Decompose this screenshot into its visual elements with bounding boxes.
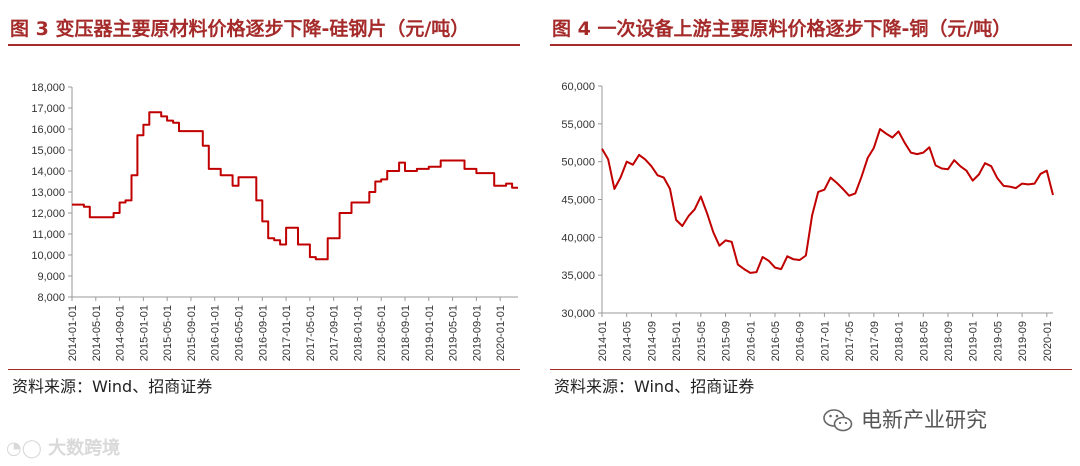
x-tick-label: 2019-09-01 [471,305,483,361]
y-tick-label: 50,000 [561,157,595,169]
y-tick-label: 40,000 [561,232,595,244]
x-tick-label: 2018-01 [894,321,906,361]
x-tick-label: 2020-01-01 [495,305,507,361]
left-title-rule [8,44,520,46]
x-tick-label: 2018-05 [918,321,930,361]
x-tick-label: 2019-09 [1017,321,1029,361]
y-tick-label: 35,000 [561,270,595,282]
left-chart-title: 图 3 变压器主要原材料价格逐步下降-硅钢片（元/吨） [10,18,470,40]
y-tick-label: 45,000 [561,195,595,207]
right-source-note: 资料来源：Wind、招商证券 [554,377,755,396]
x-tick-label: 2015-01-01 [138,305,150,361]
right-chart-title: 图 4 一次设备上游主要原料价格逐步下降-铜（元/吨） [552,18,1012,40]
x-tick-label: 2014-01-01 [67,305,79,361]
x-tick-label: 2015-05 [696,321,708,361]
y-tick-label: 18,000 [31,82,65,94]
brand-logo-icon: ◔◯ [6,438,49,459]
x-tick-label: 2014-09 [646,321,658,361]
x-tick-label: 2016-01 [745,321,757,361]
right-source-rule [550,369,1072,370]
x-tick-label: 2018-09 [943,321,955,361]
y-tick-label: 9,000 [37,271,65,283]
x-tick-label: 2015-09 [721,321,733,361]
x-tick-label: 2017-01-01 [281,305,293,361]
x-tick-label: 2018-09-01 [400,305,412,361]
x-tick-label: 2019-05-01 [448,305,460,361]
x-tick-label: 2016-05 [770,321,782,361]
y-tick-label: 11,000 [32,229,65,241]
x-tick-label: 2017-05-01 [305,305,317,361]
y-tick-label: 30,000 [561,308,595,320]
x-tick-label: 2014-05 [622,321,634,361]
brand-watermark: ◔◯ 大数跨境 [6,434,120,460]
series-line [72,111,518,261]
x-tick-label: 2017-09-01 [329,305,341,361]
x-tick-label: 2019-01-01 [424,305,436,361]
wechat-icon [823,409,853,432]
left-source-rule [8,369,520,370]
y-tick-label: 10,000 [31,250,65,262]
x-tick-label: 2017-09 [869,321,881,361]
y-tick-label: 12,000 [31,208,65,220]
y-tick-label: 55,000 [561,119,595,131]
x-tick-label: 2014-05-01 [91,305,103,361]
x-tick-label: 2017-01 [819,321,831,361]
y-tick-label: 8,000 [37,292,65,304]
y-tick-label: 60,000 [561,81,595,93]
y-tick-label: 14,000 [31,166,65,178]
x-tick-label: 2014-09-01 [115,305,127,361]
copper-price-chart: 30,000 35,000 40,000 45,000 50,000 55,000 60,0… [561,81,1054,361]
silicon-steel-price-chart: 8,000 9,000 10,000 11,000 12,000 13,000 14,000… [31,82,518,361]
series-line [601,128,1054,274]
x-tick-label: 2018-05-01 [376,305,388,361]
brand-name: 大数跨境 [48,438,121,459]
x-tick-label: 2016-09 [795,321,807,361]
x-tick-label: 2016-01-01 [210,305,222,361]
x-tick-label: 2017-05 [844,321,856,361]
x-tick-label: 2015-09-01 [186,305,198,361]
wechat-account-name: 电新产业研究 [861,408,987,432]
x-tick-label: 2019-05 [992,321,1004,361]
x-tick-label: 2015-01 [671,321,683,361]
x-tick-label: 2018-01-01 [352,305,364,361]
wechat-account-watermark: 电新产业研究 [823,404,987,434]
y-tick-label: 15,000 [31,145,65,157]
x-tick-label: 2015-05-01 [162,305,174,361]
y-tick-label: 13,000 [31,187,65,199]
x-tick-label: 2016-09-01 [257,305,269,361]
y-tick-label: 16,000 [31,124,65,136]
x-tick-label: 2019-01 [968,321,980,361]
right-title-rule [550,44,1072,46]
x-tick-label: 2014-01 [597,321,609,361]
left-source-note: 资料来源：Wind、招商证券 [12,377,213,396]
x-tick-label: 2016-05-01 [234,305,246,361]
x-tick-label: 2020-01 [1042,321,1054,361]
y-tick-label: 17,000 [31,103,65,115]
